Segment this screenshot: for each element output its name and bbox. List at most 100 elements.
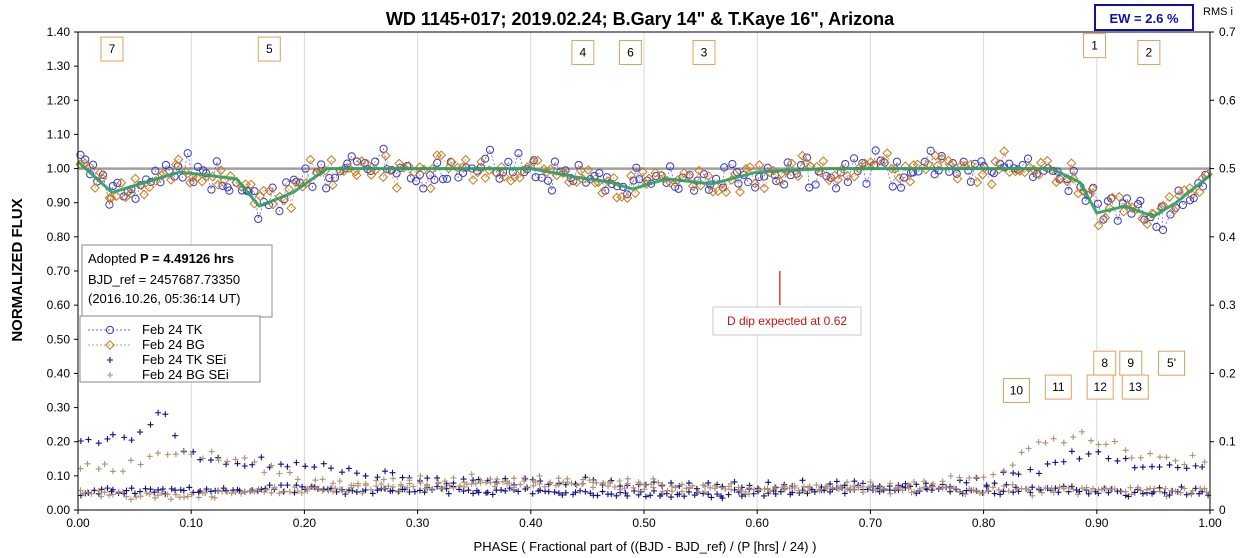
data-point [797,150,808,161]
data-point [1117,488,1124,495]
data-point [380,150,391,161]
data-point [156,170,167,181]
y-tick-label: 1.20 [47,93,71,107]
data-point [164,451,171,458]
data-point [926,146,935,155]
data-point [154,492,161,499]
data-point [116,177,127,188]
data-point [1196,490,1203,497]
legend-entry-1: Feb 24 TK [88,322,203,337]
data-point [219,488,226,495]
data-point [559,167,569,178]
data-point [319,487,326,494]
dip-marker-box [1137,39,1161,65]
data-point [911,478,918,485]
data-point [380,485,387,492]
data-point [1181,461,1188,468]
data-point [1134,484,1141,491]
data-point [593,479,600,486]
data-point [862,179,871,188]
data-point [832,184,841,193]
data-point [977,169,988,180]
y2-tick-label: 0.4 [1219,230,1236,244]
data-point [101,461,108,468]
data-point [374,474,381,481]
data-point [362,472,369,479]
data-point [183,149,192,158]
data-point [872,487,879,494]
data-point [605,483,612,490]
data-point [282,178,291,187]
data-point [761,492,768,499]
data-point [876,483,883,490]
dip-marker-label: 11 [1052,380,1065,394]
data-point [741,163,752,174]
data-point [833,478,840,485]
data-point [562,489,569,496]
data-point [632,163,641,172]
data-point [284,463,291,470]
data-point [750,486,757,493]
dip-marker-13: 13 [1121,374,1149,400]
data-point [266,482,273,489]
data-point [1034,169,1045,180]
data-point [668,479,675,486]
data-point [708,186,718,197]
data-point [468,471,475,478]
data-point [979,162,990,173]
data-point [180,487,187,494]
data-point [1163,454,1170,461]
data-point [495,174,504,183]
data-point [1093,199,1102,208]
data-point [109,468,116,475]
data-point [1122,447,1129,454]
x-tick-label: 0.50 [632,516,656,530]
info-period: P = 4.49126 hrs [140,251,234,266]
data-point [871,146,880,155]
data-point [1152,222,1161,232]
data-point [595,168,604,178]
data-point [1105,455,1112,462]
data-point [950,485,957,492]
data-point [146,491,153,498]
data-point [1137,454,1144,461]
data-point [1073,188,1084,199]
data-point [332,485,339,492]
data-point [88,490,95,497]
data-point [590,484,597,491]
data-point [1085,450,1092,457]
data-point [745,162,755,173]
data-point [390,475,397,482]
data-point [371,157,380,166]
data-point [973,474,980,481]
data-point [101,489,108,496]
data-point [626,170,636,181]
data-point [412,177,421,186]
data-point [1102,441,1109,448]
data-point [345,465,352,472]
data-point [676,491,683,498]
data-point [990,471,997,478]
data-point [738,493,745,500]
data-point [865,157,876,168]
data-point [765,479,772,486]
data-point [681,493,688,500]
data-point [1032,169,1041,179]
data-point [1075,491,1082,498]
x-axis-label: PHASE ( Fractional part of ((BJD - BJD_r… [474,539,817,554]
y-tick-label: 0.60 [47,298,71,312]
data-point [238,490,245,497]
data-point [336,478,343,485]
data-point [120,192,131,203]
data-point [580,480,587,487]
x-tick-label: 0.90 [1085,516,1109,530]
data-point [121,434,128,441]
data-point [728,486,735,493]
data-point [650,167,661,178]
data-point [1064,186,1073,196]
data-point [1168,487,1175,494]
data-point [1149,463,1156,470]
data-point [537,487,544,494]
data-point [616,477,623,484]
